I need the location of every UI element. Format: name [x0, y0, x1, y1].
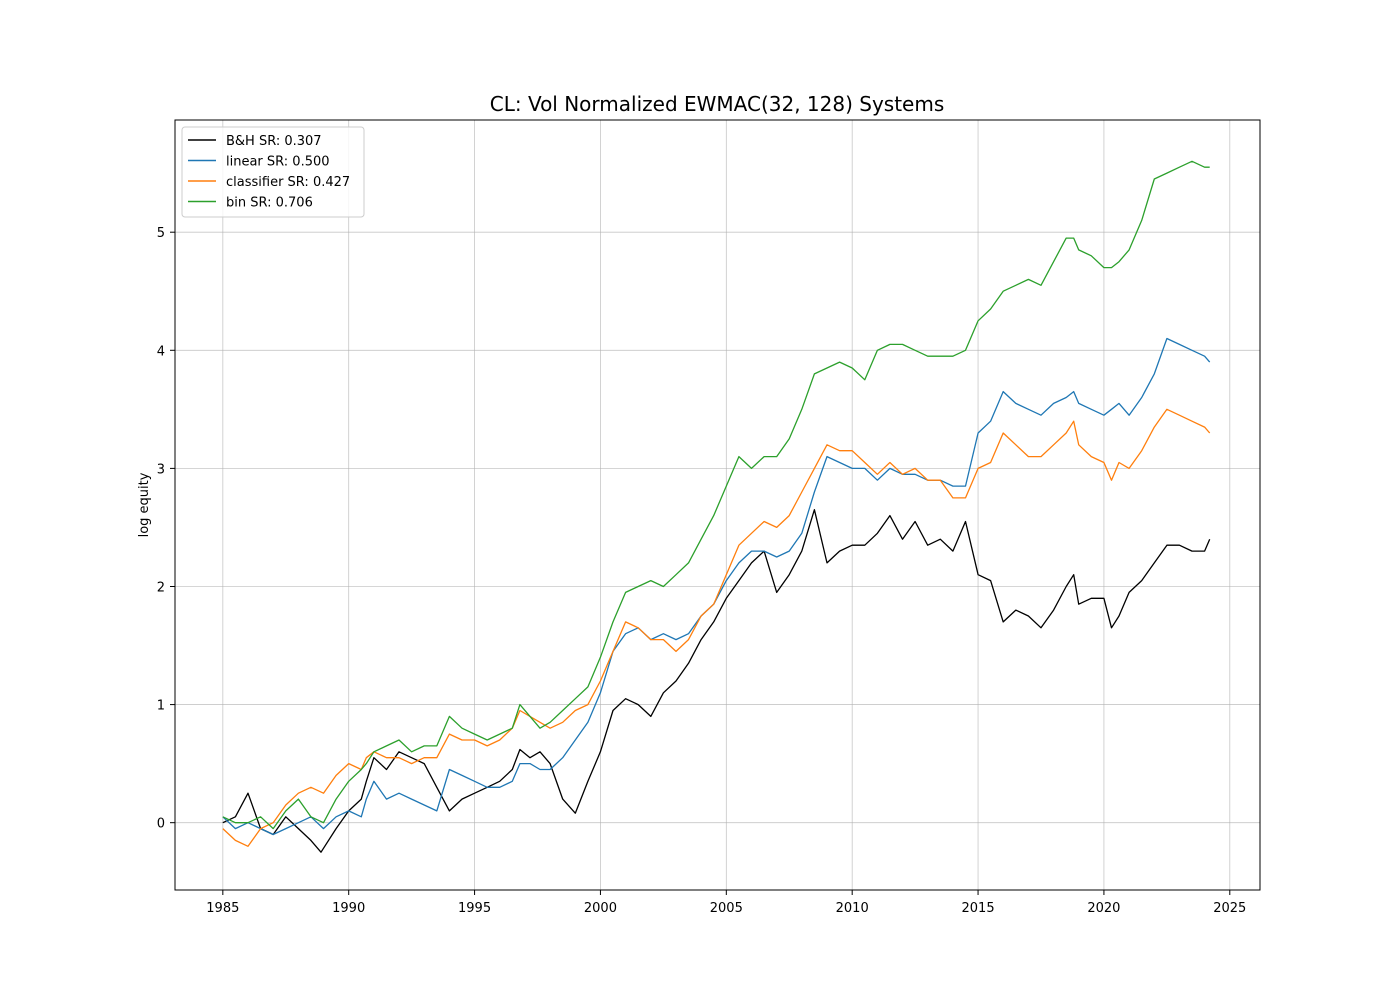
x-tick-label: 2005	[710, 901, 743, 916]
legend-box	[181, 126, 365, 218]
y-tick-label: 5	[157, 226, 165, 241]
x-tick-label: 2000	[584, 901, 617, 916]
series-lines	[222, 160, 1211, 853]
x-tick-label: 2015	[962, 901, 995, 916]
chart-title: CL: Vol Normalized EWMAC(32, 128) System…	[490, 92, 945, 116]
x-tick-label: 2020	[1087, 901, 1120, 916]
plot-frame	[174, 119, 1261, 891]
y-tick-label: 4	[157, 344, 165, 359]
y-axis-label: log equity	[137, 472, 152, 537]
series-line-0	[222, 509, 1211, 853]
axis-ticks: 1985 1990 1995 2000 2005 2010 2015 2020 2025 0 1 2 3…	[157, 226, 1247, 916]
y-tick-label: 3	[157, 462, 165, 477]
x-tick-label: 2025	[1213, 901, 1246, 916]
legend-label-2: classifier SR: 0.427	[226, 175, 350, 190]
y-tick-label: 0	[157, 817, 165, 832]
legend-label-0: B&H SR: 0.307	[226, 134, 322, 149]
y-tick-label: 1	[157, 699, 165, 714]
legend-label-1: linear SR: 0.500	[226, 155, 330, 170]
legend-label-3: bin SR: 0.706	[226, 196, 313, 211]
grid	[175, 120, 1260, 890]
y-tick-label: 2	[157, 580, 165, 595]
x-tick-label: 1990	[332, 901, 365, 916]
x-tick-label: 1985	[206, 901, 239, 916]
x-tick-label: 2010	[836, 901, 869, 916]
series-line-1	[222, 337, 1211, 836]
series-line-2	[222, 408, 1211, 847]
series-line-3	[222, 160, 1210, 830]
legend: B&H SR: 0.307 linear SR: 0.500 classifier …	[181, 126, 365, 218]
x-tick-label: 1995	[458, 901, 491, 916]
